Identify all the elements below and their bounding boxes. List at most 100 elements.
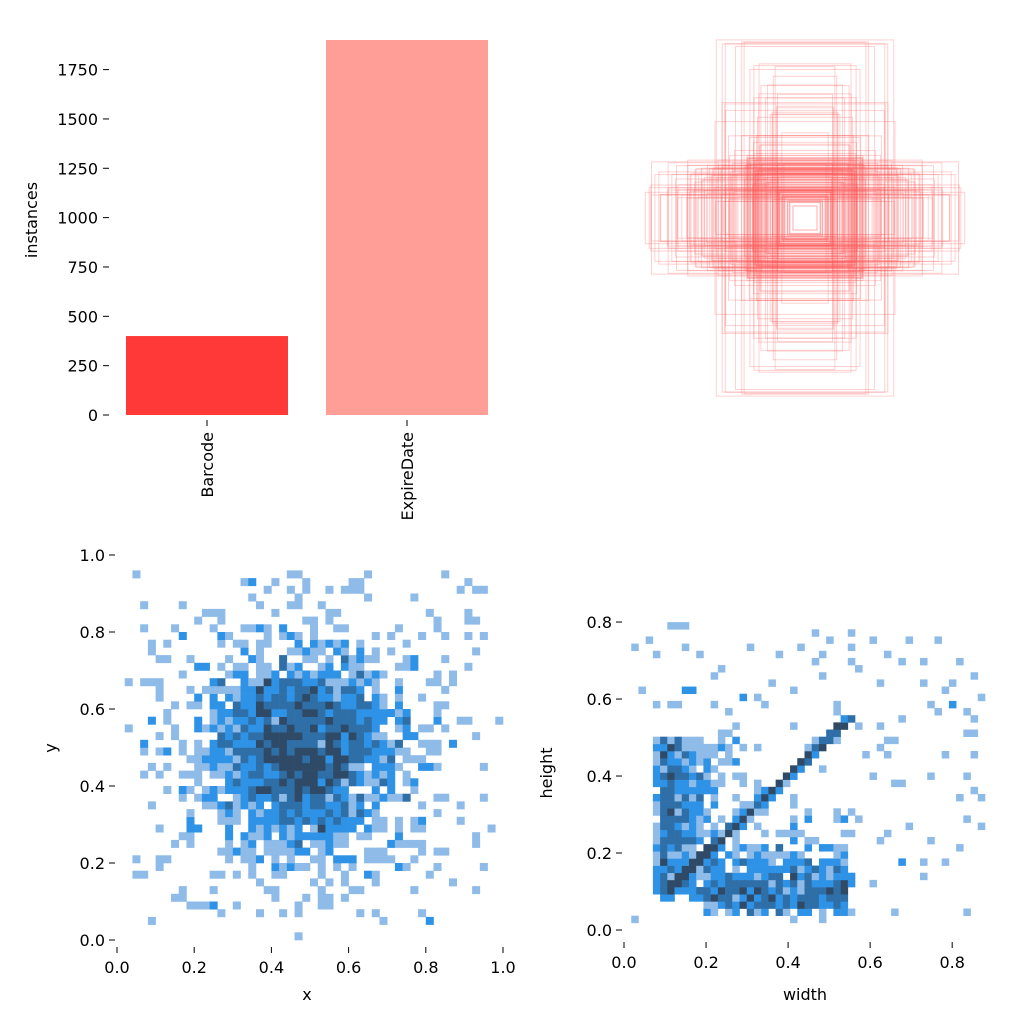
heatmap-cell (402, 716, 411, 725)
heatmap-cell (302, 739, 311, 748)
heatmap-cell (310, 724, 319, 733)
heatmap-cell (348, 809, 357, 818)
heatmap-cell (209, 709, 218, 717)
heatmap-cell (394, 724, 403, 733)
overlay-box (767, 181, 843, 255)
heatmap-cell (681, 851, 690, 859)
heatmap-cell (826, 879, 834, 888)
heatmap-cell (271, 724, 280, 733)
heatmap-cell (696, 894, 704, 902)
heatmap-cell (271, 739, 280, 748)
overlay-box (741, 135, 869, 301)
overlay-box (700, 167, 910, 269)
overlay-box (767, 84, 843, 352)
heatmap-cell (340, 824, 349, 833)
heatmap-cell (703, 765, 711, 773)
heatmap-cell (660, 736, 668, 745)
heatmap-cell (811, 865, 820, 874)
heatmap-cell (847, 908, 856, 916)
heatmap-cell (717, 872, 726, 881)
heatmap-cell (255, 678, 264, 687)
heatmap-cell (155, 824, 164, 833)
heatmap-cell (178, 786, 187, 794)
overlay-box (776, 189, 834, 247)
overlay-box (715, 200, 895, 236)
heatmap-cell (225, 786, 234, 794)
heatmap-cell (248, 701, 257, 710)
overlay-box (756, 173, 854, 263)
heatmap-cell (717, 729, 726, 737)
heatmap-cell (703, 751, 711, 759)
heatmap-cell (333, 624, 342, 633)
overlay-box (696, 196, 914, 240)
overlay-box (744, 178, 866, 258)
heatmap-cell (232, 809, 241, 818)
heatmap-cell (302, 678, 311, 687)
bar-bars (126, 40, 488, 415)
heatmap-cell (279, 662, 288, 671)
heatmap-cell (674, 872, 683, 881)
heatmap-cell (710, 765, 719, 773)
heatmap-cell (797, 758, 805, 766)
heatmap-cell (248, 770, 257, 779)
heatmap-cell (797, 829, 805, 838)
heatmap-cell (225, 685, 234, 694)
heatmap-cell (681, 622, 690, 630)
heatmap-cell (340, 585, 349, 594)
heatmap-cell (402, 662, 411, 671)
heatmap-cell (240, 747, 249, 756)
heatmap-cell (294, 739, 303, 748)
overlay-box (761, 186, 849, 250)
heatmap-cell (840, 844, 849, 852)
heatmap-cell (364, 855, 373, 864)
heatmap-cell (340, 724, 349, 733)
heatmap-cell (768, 894, 776, 902)
overlay-box (788, 200, 822, 236)
heatmap-cell (348, 585, 357, 594)
heatmap-cell (746, 844, 755, 852)
heatmap-cell (927, 772, 935, 780)
heatmap-cell (818, 844, 827, 852)
heatmap-cell (402, 639, 411, 648)
heatmap-cell (286, 647, 295, 656)
heatmap-cell (294, 593, 303, 602)
heatmap-cell (818, 879, 827, 888)
overlay-box (777, 163, 833, 273)
overlay-box (650, 184, 960, 252)
heatmap-cell (333, 724, 342, 733)
heatmap-cell (732, 851, 740, 859)
heatmap-cell (310, 709, 319, 717)
heatmap-cell (286, 839, 295, 848)
heatmap-cell (240, 770, 249, 779)
heatmap-cell (340, 801, 349, 810)
heatmap-cell (797, 765, 805, 773)
heatmap-cell (710, 786, 719, 795)
heatmap-cell (225, 778, 234, 787)
overlay-box (725, 187, 885, 249)
heatmap-cell (340, 678, 349, 687)
heatmap-cell (294, 701, 303, 710)
heatmap-cell (333, 747, 342, 756)
heatmap-cell (178, 739, 187, 748)
heatmap-cell (225, 724, 234, 733)
heatmap-cell (703, 758, 711, 766)
heatmap-cell (147, 678, 156, 687)
overlay-box (763, 173, 847, 263)
heatmap-cell (302, 801, 311, 810)
heatmap-cell (325, 701, 334, 710)
heatmap-cell (394, 863, 403, 871)
heatmap-cell (340, 832, 349, 841)
heatmap-cell (963, 708, 971, 716)
heatmap-cell (732, 865, 740, 874)
heatmap-cell (418, 847, 427, 856)
heatmap-cell (271, 770, 280, 779)
heatmap-cell (696, 786, 704, 795)
overlay-box (757, 116, 853, 320)
heatmap-cell (703, 743, 711, 752)
heatmap-cell (840, 901, 849, 909)
heatmap-cell (394, 693, 403, 702)
heatmap-cell (364, 747, 373, 756)
heatmap-cell (963, 772, 971, 780)
heatmap-cell (302, 847, 311, 856)
